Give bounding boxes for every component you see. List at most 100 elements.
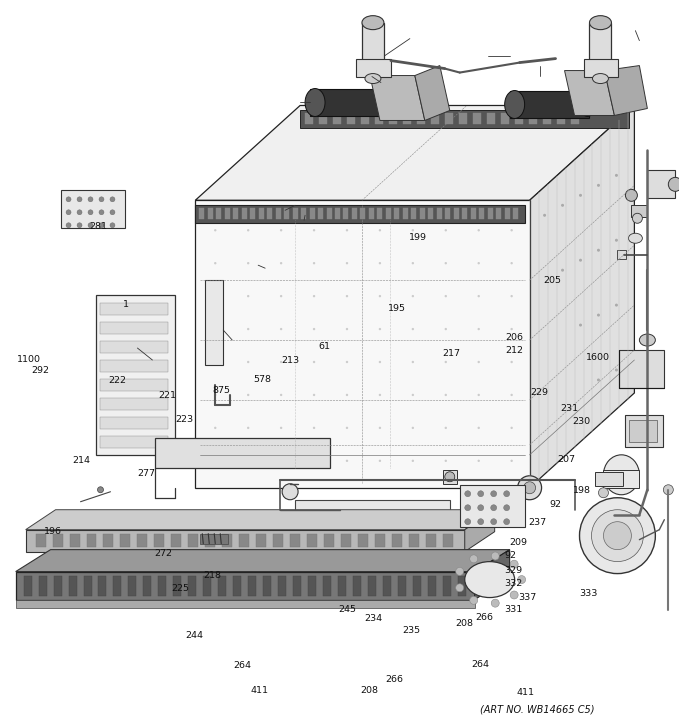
Ellipse shape <box>632 214 643 223</box>
Bar <box>203 576 211 596</box>
Polygon shape <box>26 510 494 530</box>
Circle shape <box>88 223 93 228</box>
Ellipse shape <box>365 74 381 83</box>
Bar <box>426 534 436 547</box>
Text: 234: 234 <box>364 614 383 623</box>
Circle shape <box>477 394 480 396</box>
Bar <box>248 576 256 596</box>
Circle shape <box>478 505 483 510</box>
Circle shape <box>470 597 478 605</box>
Circle shape <box>597 379 600 382</box>
Bar <box>143 576 152 596</box>
Bar <box>459 114 466 125</box>
Circle shape <box>615 174 618 177</box>
Bar <box>84 576 92 596</box>
Bar <box>86 534 97 547</box>
Circle shape <box>280 295 282 298</box>
Circle shape <box>313 426 316 429</box>
Circle shape <box>477 328 480 330</box>
Bar <box>488 209 493 219</box>
Circle shape <box>280 229 282 232</box>
Bar <box>278 576 286 596</box>
Circle shape <box>504 491 509 497</box>
Bar <box>394 209 399 219</box>
Bar <box>353 576 361 596</box>
Bar <box>188 534 199 547</box>
Circle shape <box>280 262 282 264</box>
Text: 230: 230 <box>573 417 591 426</box>
Text: 1: 1 <box>123 300 129 308</box>
Bar <box>437 209 442 219</box>
Bar <box>417 114 425 125</box>
Circle shape <box>445 426 447 429</box>
Bar <box>420 209 425 219</box>
Circle shape <box>346 229 348 232</box>
Bar <box>626 415 663 447</box>
Circle shape <box>247 361 250 363</box>
Circle shape <box>247 328 250 330</box>
Bar <box>377 209 382 219</box>
Circle shape <box>88 197 93 202</box>
Circle shape <box>99 210 104 215</box>
Text: 205: 205 <box>543 276 562 285</box>
Text: 281: 281 <box>89 222 107 231</box>
Circle shape <box>280 460 282 462</box>
Bar <box>35 534 46 547</box>
Circle shape <box>346 328 348 330</box>
Bar <box>273 534 283 547</box>
Circle shape <box>445 472 455 481</box>
Circle shape <box>379 229 381 232</box>
Circle shape <box>379 460 381 462</box>
Bar <box>409 534 419 547</box>
Circle shape <box>510 591 518 599</box>
Circle shape <box>456 568 464 576</box>
Text: 331: 331 <box>505 605 522 615</box>
Circle shape <box>445 394 447 396</box>
Bar <box>500 114 509 125</box>
Text: 264: 264 <box>471 660 489 668</box>
Bar <box>375 534 385 547</box>
Circle shape <box>313 295 316 298</box>
Circle shape <box>491 599 499 607</box>
Circle shape <box>214 361 216 363</box>
Circle shape <box>445 361 447 363</box>
Circle shape <box>543 214 546 216</box>
Bar <box>101 360 169 372</box>
Circle shape <box>379 328 381 330</box>
Circle shape <box>478 491 483 497</box>
Bar <box>24 576 32 596</box>
Bar <box>61 190 125 228</box>
Circle shape <box>214 426 216 429</box>
Circle shape <box>411 426 414 429</box>
Text: 329: 329 <box>505 565 522 575</box>
Text: 578: 578 <box>253 375 271 384</box>
Text: 231: 231 <box>560 404 579 413</box>
Circle shape <box>346 262 348 264</box>
Bar <box>515 114 523 125</box>
Text: 277: 277 <box>137 468 156 478</box>
Circle shape <box>77 223 82 228</box>
Text: 214: 214 <box>72 457 90 466</box>
Bar <box>383 576 391 596</box>
Bar <box>513 209 518 219</box>
Text: 337: 337 <box>517 593 536 602</box>
Ellipse shape <box>626 190 637 201</box>
Ellipse shape <box>590 16 611 30</box>
Text: 1100: 1100 <box>18 355 41 364</box>
Circle shape <box>615 239 618 242</box>
Text: 218: 218 <box>203 571 222 581</box>
Text: 245: 245 <box>339 605 356 615</box>
Bar <box>101 341 169 353</box>
Circle shape <box>470 555 478 563</box>
Bar <box>305 114 313 125</box>
Circle shape <box>579 324 582 327</box>
Text: 272: 272 <box>154 549 173 558</box>
Circle shape <box>477 460 480 462</box>
Text: 198: 198 <box>573 486 591 495</box>
Circle shape <box>214 295 216 298</box>
Circle shape <box>214 229 216 232</box>
Bar <box>205 534 216 547</box>
Bar <box>443 534 453 547</box>
Circle shape <box>411 361 414 363</box>
Bar <box>403 209 408 219</box>
